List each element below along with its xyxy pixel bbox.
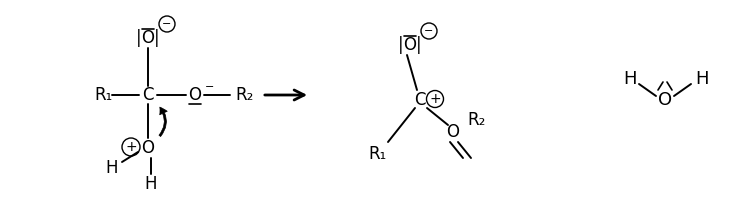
Text: +: +	[429, 92, 441, 106]
Text: H: H	[106, 159, 119, 177]
Text: R₂: R₂	[468, 111, 486, 129]
FancyArrowPatch shape	[159, 107, 168, 136]
Text: O: O	[141, 29, 155, 47]
Text: −: −	[424, 26, 433, 36]
Text: H: H	[623, 70, 636, 88]
Text: O: O	[141, 139, 155, 157]
Text: O: O	[658, 91, 672, 109]
Text: |: |	[136, 29, 142, 47]
Text: |: |	[416, 36, 422, 54]
Text: R₁: R₁	[94, 86, 112, 104]
Text: |: |	[154, 29, 160, 47]
Text: O: O	[446, 123, 460, 141]
Text: +: +	[125, 140, 137, 154]
Text: C: C	[142, 86, 154, 104]
Text: |: |	[398, 36, 404, 54]
Text: C: C	[414, 91, 426, 109]
Text: H: H	[145, 175, 157, 193]
Text: −: −	[162, 19, 171, 29]
Text: H: H	[695, 70, 709, 88]
Text: O: O	[403, 36, 417, 54]
Text: R₁: R₁	[369, 145, 387, 163]
Text: −: −	[205, 82, 214, 92]
Text: R₂: R₂	[236, 86, 254, 104]
Text: O: O	[189, 86, 202, 104]
